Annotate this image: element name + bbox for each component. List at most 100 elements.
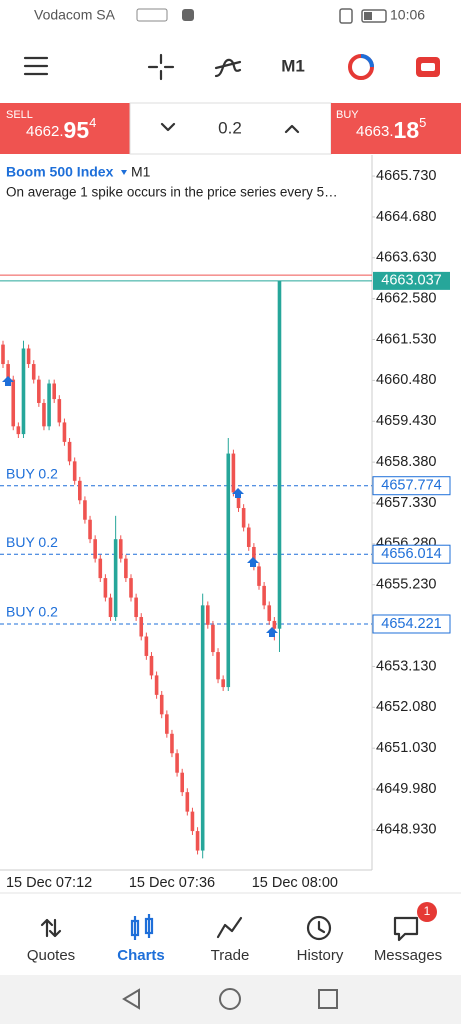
recents-button[interactable] [318,989,338,1009]
messages-badge-count: 1 [424,904,431,918]
y-tick-label: 4660.480 [376,372,436,388]
candle-body [47,383,51,427]
candle-body [134,597,138,618]
order-label: BUY 0.2 [6,534,58,550]
sell-price-tail: 4 [89,115,96,130]
candle-body [221,679,225,688]
crosshair-button[interactable] [147,53,175,81]
carrier: Vodacom SA [34,7,116,23]
nav-icons [40,914,419,942]
order-price-box [372,544,451,564]
home-button[interactable] [219,988,241,1010]
candle-body [195,831,200,851]
order-label: BUY 0.2 [6,465,58,481]
candle-body [252,546,256,567]
back-button[interactable] [122,988,140,1010]
sell-button[interactable] [0,103,130,154]
y-tick-label: 4658.380 [376,454,436,470]
buy-price-tail: 5 [419,115,426,130]
candle-body [165,714,169,734]
candle-body [190,811,195,832]
candle-body [206,605,210,625]
candle-body [154,675,159,695]
candle-body [277,280,282,629]
candle-body [216,652,220,680]
current-price-box [373,271,450,290]
nav-messages[interactable]: Messages [374,947,442,964]
candle-body [57,399,62,423]
candle-body [211,624,215,653]
candle-body [93,539,97,559]
candle-body [1,344,5,365]
buy-label: BUY [336,109,359,121]
candle-body [200,605,205,851]
menu-button[interactable] [23,56,49,76]
candle-body [129,578,133,598]
nav-charts[interactable]: Charts [117,947,165,964]
y-tick-label: 4664.680 [376,209,436,225]
candle-body [31,364,36,380]
candle-body [246,527,251,547]
candle-body [11,379,16,427]
candle-body [118,539,123,559]
y-tick-label: 4661.530 [376,331,436,347]
one-click-button[interactable] [416,57,440,77]
indicators-button[interactable] [214,58,242,78]
current-price: 4663.037 [381,273,441,289]
symbol-dropdown[interactable] [121,170,127,175]
y-tick-label: 4649.980 [376,781,436,797]
y-tick-label: 4657.330 [376,495,436,511]
nav-trade[interactable]: Trade [211,947,250,964]
buy-price-big: 18 [394,117,420,143]
candle-body [170,733,174,754]
candle-body [236,492,241,509]
order-price-box [372,614,451,634]
y-tick-label: 4653.130 [376,658,436,674]
candle-body [67,441,72,462]
volume-up[interactable] [284,124,300,134]
y-tick-label: 4659.430 [376,413,436,429]
sell-price: 4662.954 [26,115,96,143]
x-tick-label: 15 Dec 07:12 [6,875,92,891]
symbol-title[interactable]: Boom 500 Index [6,164,114,180]
candle-body [113,539,118,618]
candle-body [257,566,261,586]
candle-body [21,348,26,435]
order-price: 4657.774 [381,478,441,494]
candle-body [26,348,31,365]
x-tick-label: 15 Dec 08:00 [252,875,338,891]
clock: 10:06 [390,7,425,23]
y-tick-label: 4665.730 [376,168,436,184]
status-icons [136,8,387,24]
candle-body [52,383,56,400]
candle-body [231,453,236,493]
nav-quotes[interactable]: Quotes [27,947,75,964]
sell-label: SELL [6,109,33,121]
candle-body [78,480,82,501]
candle-body [6,364,10,380]
candle-body [180,772,184,793]
candle-body [42,402,46,427]
volume[interactable]: 0.2 [218,118,242,137]
timeframe-button[interactable]: M1 [281,56,305,75]
y-tick-label: 4655.230 [376,577,436,593]
candle-body [139,617,144,637]
order-price: 4656.014 [381,546,441,562]
buy-button[interactable] [331,103,461,154]
candle-body [185,792,190,812]
candle-body [262,585,266,606]
candle-body [83,500,87,520]
chart-timeframe: M1 [131,164,151,180]
candle-body [62,422,67,442]
y-tick-label: 4662.580 [376,290,436,306]
trade-arrows [2,376,278,637]
y-tick-label: 4648.930 [376,822,436,838]
messages-badge [417,902,437,922]
volume-down[interactable] [160,122,176,132]
candle-body [144,636,149,656]
trade-mode-button[interactable] [348,54,374,80]
candle-body [98,558,103,579]
sell-price-big: 95 [64,117,90,143]
nav-history[interactable]: History [297,947,344,964]
